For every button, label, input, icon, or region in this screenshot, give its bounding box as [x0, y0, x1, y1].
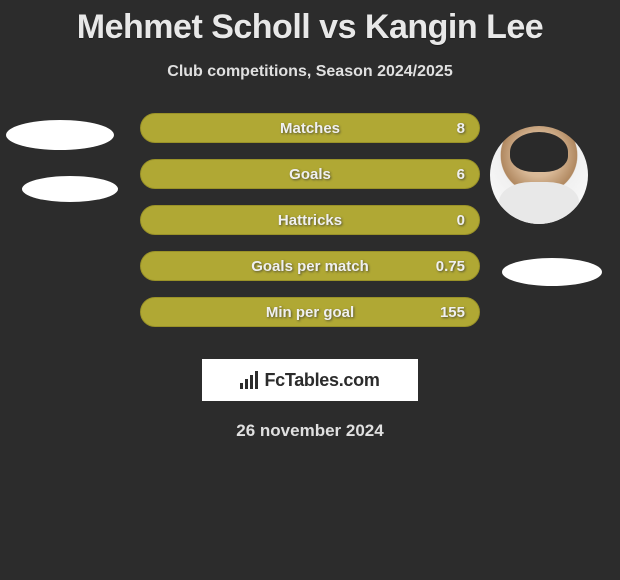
barchart-icon [240, 371, 258, 389]
stat-label: Matches [280, 120, 340, 137]
comparison-title: Mehmet Scholl vs Kangin Lee [0, 0, 620, 47]
stat-bar-hattricks: Hattricks 0 [140, 205, 480, 235]
stats-bars-container: Matches 8 Goals 6 Hattricks 0 Goals per … [140, 113, 480, 343]
comparison-subtitle: Club competitions, Season 2024/2025 [0, 63, 620, 81]
stat-label: Min per goal [266, 304, 354, 321]
stat-bar-matches: Matches 8 [140, 113, 480, 143]
stat-bar-min-per-goal: Min per goal 155 [140, 297, 480, 327]
source-logo-text: FcTables.com [264, 370, 379, 391]
stat-value: 8 [457, 120, 465, 137]
stat-value: 0 [457, 212, 465, 229]
snapshot-date: 26 november 2024 [0, 421, 620, 441]
stat-label: Goals [289, 166, 331, 183]
stat-value: 155 [440, 304, 465, 321]
stat-value: 6 [457, 166, 465, 183]
stat-bar-goals-per-match: Goals per match 0.75 [140, 251, 480, 281]
stat-label: Hattricks [278, 212, 342, 229]
source-logo: FcTables.com [202, 359, 418, 401]
stat-label: Goals per match [251, 258, 369, 275]
stats-bars-region: Matches 8 Goals 6 Hattricks 0 Goals per … [0, 113, 620, 333]
stat-bar-goals: Goals 6 [140, 159, 480, 189]
stat-value: 0.75 [436, 258, 465, 275]
